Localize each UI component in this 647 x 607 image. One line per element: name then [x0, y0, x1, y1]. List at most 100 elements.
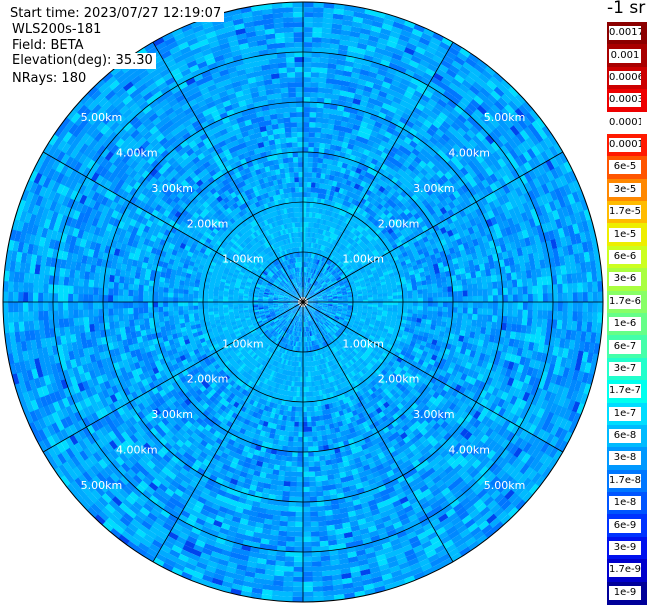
beta-cell [294, 304, 299, 308]
beta-cell [284, 307, 290, 311]
beta-cell [294, 310, 298, 315]
beta-cell [317, 297, 323, 300]
beta-cell [412, 302, 418, 307]
beta-cell [300, 306, 302, 312]
beta-cell [305, 306, 309, 311]
beta-cell [298, 311, 301, 317]
beta-cell [407, 294, 413, 299]
beta-cell [314, 318, 318, 323]
beta-cell [286, 309, 291, 314]
beta-cell [312, 298, 318, 300]
beta-cell [313, 280, 318, 286]
beta-cell [288, 297, 294, 300]
beta-cell [297, 282, 300, 288]
beta-cell [294, 315, 298, 321]
beta-cell [295, 295, 300, 299]
beta-cell [289, 286, 294, 291]
beta-cell [314, 311, 319, 316]
beta-cell [306, 294, 310, 299]
beta-cell [299, 311, 301, 317]
beta-cell [293, 303, 299, 306]
beta-cell [298, 232, 301, 238]
beta-cell [294, 310, 298, 315]
beta-cell [307, 297, 313, 300]
beta-cell [292, 197, 297, 203]
beta-cell [315, 282, 320, 288]
beta-cell [293, 299, 299, 302]
beta-cell [305, 396, 310, 402]
beta-cell [283, 300, 288, 302]
beta-cell [288, 299, 294, 301]
beta-cell [293, 298, 299, 301]
beta-cell [312, 300, 318, 302]
beta-cell [303, 197, 308, 203]
beta-cell [306, 411, 311, 417]
beta-cell [305, 282, 307, 288]
beta-cell [198, 305, 204, 310]
beta-cell [295, 305, 300, 309]
beta-cell [312, 299, 318, 301]
beta-cell [283, 304, 289, 306]
beta-cell [291, 308, 296, 312]
beta-cell [303, 292, 305, 298]
beta-cell [218, 298, 224, 302]
beta-cell [305, 391, 310, 397]
beta-cell [301, 292, 303, 298]
beta-cell [290, 293, 295, 297]
beta-cell [322, 303, 328, 305]
beta-cell [307, 277, 310, 283]
beta-cell [417, 293, 423, 299]
beta-cell [320, 310, 326, 314]
beta-cell [304, 292, 308, 298]
beta-cell [313, 287, 318, 292]
beta-cell [299, 287, 302, 293]
beta-cell [437, 287, 443, 294]
beta-cell [283, 306, 289, 309]
beta-cell [304, 311, 306, 317]
beta-cell [306, 401, 311, 407]
beta-cell [293, 299, 299, 301]
beta-cell [178, 297, 184, 302]
beta-cell [311, 285, 315, 290]
beta-cell [307, 299, 313, 301]
beta-cell [305, 287, 307, 293]
beta-cell [299, 306, 302, 312]
beta-cell [303, 232, 306, 237]
beta-cell [306, 316, 309, 322]
beta-cell [293, 162, 299, 168]
beta-cell [298, 316, 300, 322]
beta-cell [284, 295, 289, 298]
beta-cell [178, 305, 184, 311]
beta-cell [306, 305, 310, 310]
beta-cell [313, 312, 318, 317]
beta-cell [298, 406, 303, 412]
beta-cell [306, 295, 311, 299]
beta-cell [293, 297, 299, 300]
beta-cell [304, 306, 307, 312]
beta-cell [303, 172, 309, 178]
beta-cell [284, 293, 290, 296]
beta-cell [223, 304, 229, 308]
beta-cell [309, 290, 313, 295]
beta-cell [295, 294, 300, 299]
beta-cell [297, 227, 301, 233]
beta-cell [321, 293, 327, 296]
beta-cell [309, 290, 314, 295]
beta-cell [321, 308, 327, 311]
beta-cell [311, 285, 316, 291]
beta-cell [193, 297, 199, 302]
beta-cell [297, 431, 303, 437]
beta-cell [173, 305, 179, 312]
beta-cell [322, 296, 328, 299]
beta-cell [321, 308, 327, 312]
beta-cell [310, 320, 314, 326]
beta-cell [300, 287, 302, 293]
beta-cell [289, 306, 295, 309]
beta-cell [308, 315, 311, 321]
beta-cell [304, 292, 306, 298]
beta-cell [387, 295, 393, 300]
beta-cell [298, 306, 301, 312]
beta-cell [303, 212, 307, 218]
beta-cell [296, 316, 299, 321]
beta-cell [308, 315, 312, 321]
